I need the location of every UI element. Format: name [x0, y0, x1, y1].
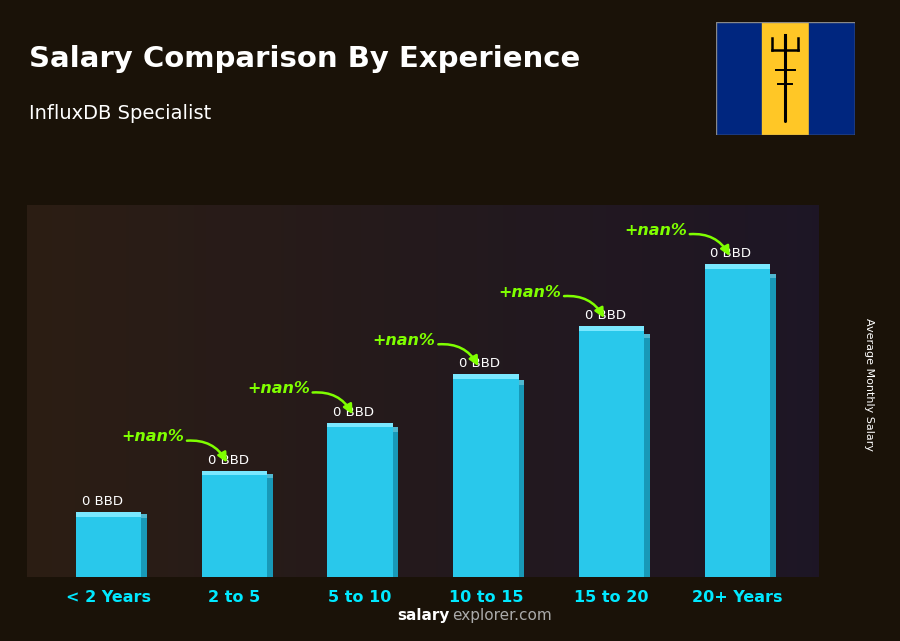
Bar	[141, 519, 147, 577]
Text: +nan%: +nan%	[373, 333, 436, 348]
Bar	[202, 471, 267, 476]
Bar	[267, 478, 273, 577]
Bar	[644, 334, 650, 338]
Bar	[770, 278, 776, 577]
Text: Salary Comparison By Experience: Salary Comparison By Experience	[29, 45, 580, 72]
Text: +nan%: +nan%	[247, 381, 310, 396]
Bar	[267, 474, 273, 478]
Bar	[716, 22, 762, 135]
Bar	[454, 374, 518, 379]
Bar	[762, 22, 808, 135]
Text: explorer.com: explorer.com	[452, 608, 552, 623]
Text: 0 BBD: 0 BBD	[710, 247, 752, 260]
Bar	[518, 380, 524, 385]
Text: 0 BBD: 0 BBD	[333, 406, 374, 419]
Bar	[76, 512, 141, 517]
Text: +nan%: +nan%	[499, 285, 562, 300]
Bar	[644, 338, 650, 577]
Bar	[328, 422, 392, 427]
Text: 0 BBD: 0 BBD	[82, 495, 123, 508]
Text: +nan%: +nan%	[624, 223, 687, 238]
Text: 0 BBD: 0 BBD	[585, 309, 625, 322]
Bar	[518, 385, 524, 577]
Bar	[705, 264, 770, 269]
Bar	[202, 476, 267, 577]
Bar	[392, 431, 399, 577]
Bar	[579, 331, 644, 577]
Text: Average Monthly Salary: Average Monthly Salary	[863, 318, 874, 451]
Bar	[579, 326, 644, 331]
Bar	[392, 427, 399, 431]
Text: +nan%: +nan%	[122, 429, 184, 444]
Bar	[808, 22, 855, 135]
Bar	[328, 427, 392, 577]
Text: InfluxDB Specialist: InfluxDB Specialist	[29, 104, 211, 123]
Bar	[705, 269, 770, 577]
Text: 0 BBD: 0 BBD	[208, 454, 248, 467]
Text: 0 BBD: 0 BBD	[459, 357, 500, 370]
Bar	[76, 517, 141, 577]
Bar	[454, 379, 518, 577]
Bar	[141, 514, 147, 519]
Bar	[770, 274, 776, 278]
Text: salary: salary	[398, 608, 450, 623]
